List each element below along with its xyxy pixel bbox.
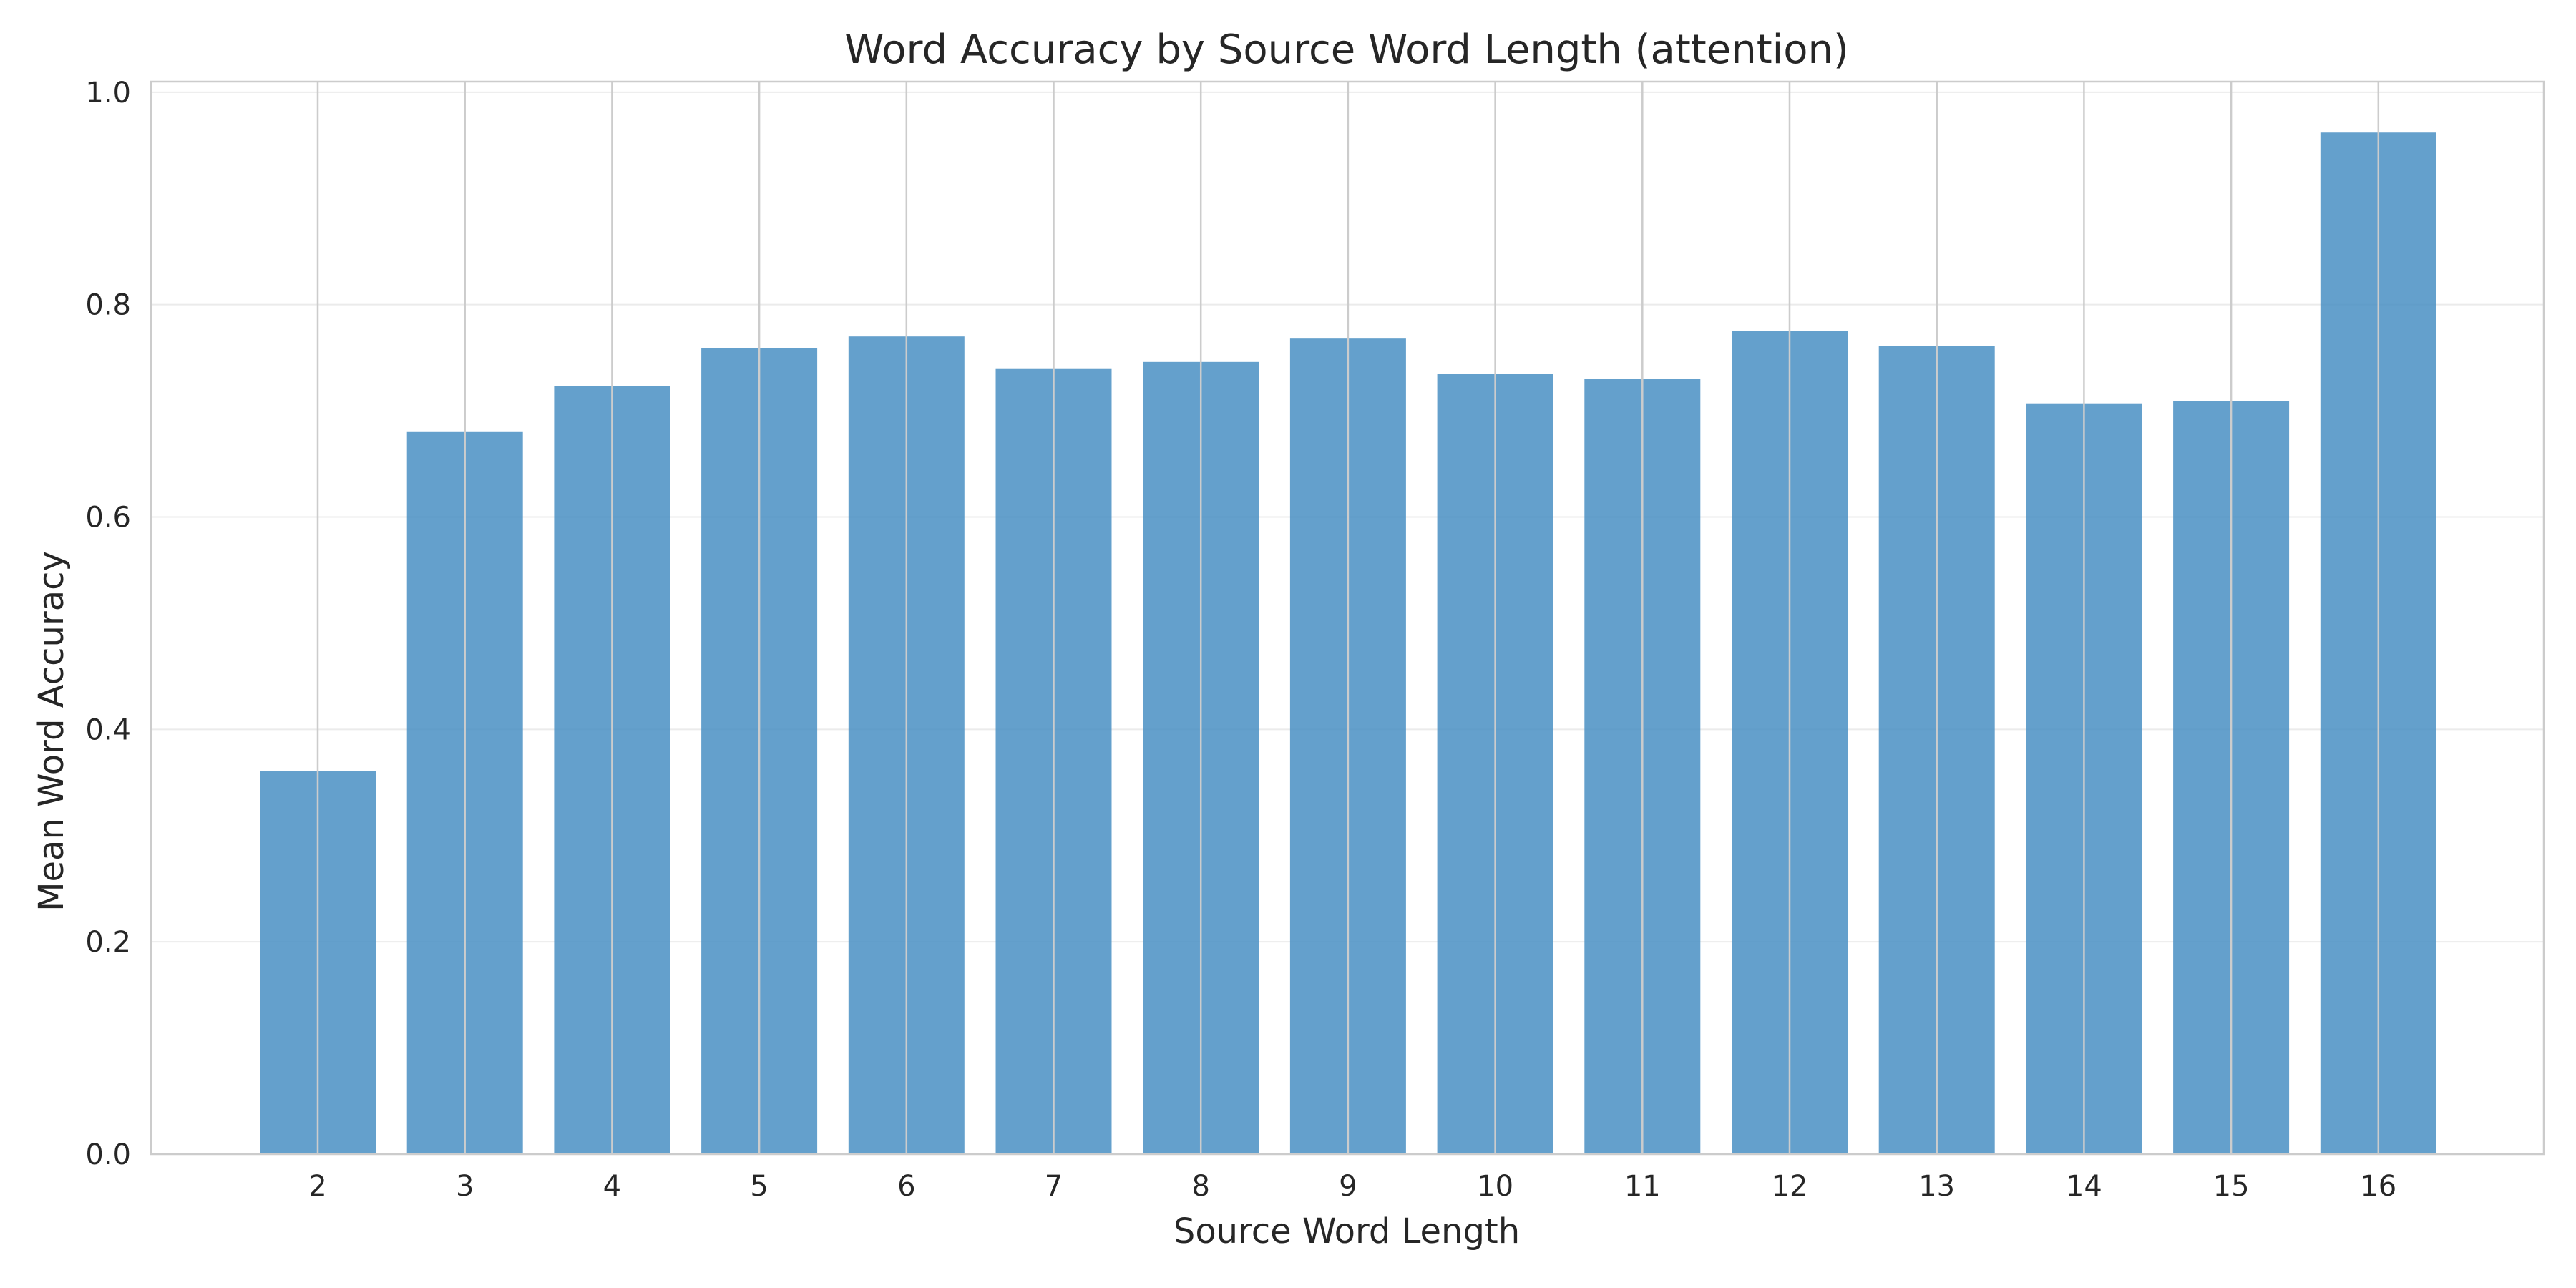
x-tick-label: 8	[1191, 1170, 1209, 1203]
chart-title: Word Accuracy by Source Word Length (att…	[844, 26, 1849, 73]
x-tick-label: 9	[1339, 1170, 1357, 1203]
x-tick-label: 5	[750, 1170, 768, 1203]
x-tick-label: 7	[1045, 1170, 1063, 1203]
x-tick-label: 4	[603, 1170, 621, 1203]
y-tick-label: 0.4	[85, 713, 131, 746]
x-tick-label: 12	[1772, 1170, 1808, 1203]
x-axis-label: Source Word Length	[1174, 1211, 1520, 1252]
y-tick-labels: 0.0 0.2 0.4 0.6 0.8 1.0	[85, 77, 131, 1171]
x-tick-label: 15	[2213, 1170, 2250, 1203]
x-tick-label: 2	[308, 1170, 326, 1203]
y-tick-label: 0.0	[85, 1138, 131, 1171]
x-tick-label: 10	[1477, 1170, 1513, 1203]
y-tick-label: 1.0	[85, 77, 131, 109]
y-tick-label: 0.2	[85, 926, 131, 959]
y-tick-label: 0.8	[85, 289, 131, 322]
plot-frame	[150, 80, 2545, 1156]
x-tick-label: 13	[1918, 1170, 1955, 1203]
x-tick-label: 16	[2360, 1170, 2396, 1203]
x-tick-labels: 2 3 4 5 6 7 8 9 10 11 12 13 14 15 16	[308, 1170, 2396, 1203]
y-axis-label: Mean Word Accuracy	[31, 551, 72, 912]
x-gridlines	[316, 82, 2380, 1154]
y-tick-label: 0.6	[85, 502, 131, 535]
x-tick-label: 6	[897, 1170, 915, 1203]
x-tick-label: 14	[2066, 1170, 2102, 1203]
x-tick-label: 3	[456, 1170, 474, 1203]
x-tick-label: 11	[1624, 1170, 1661, 1203]
